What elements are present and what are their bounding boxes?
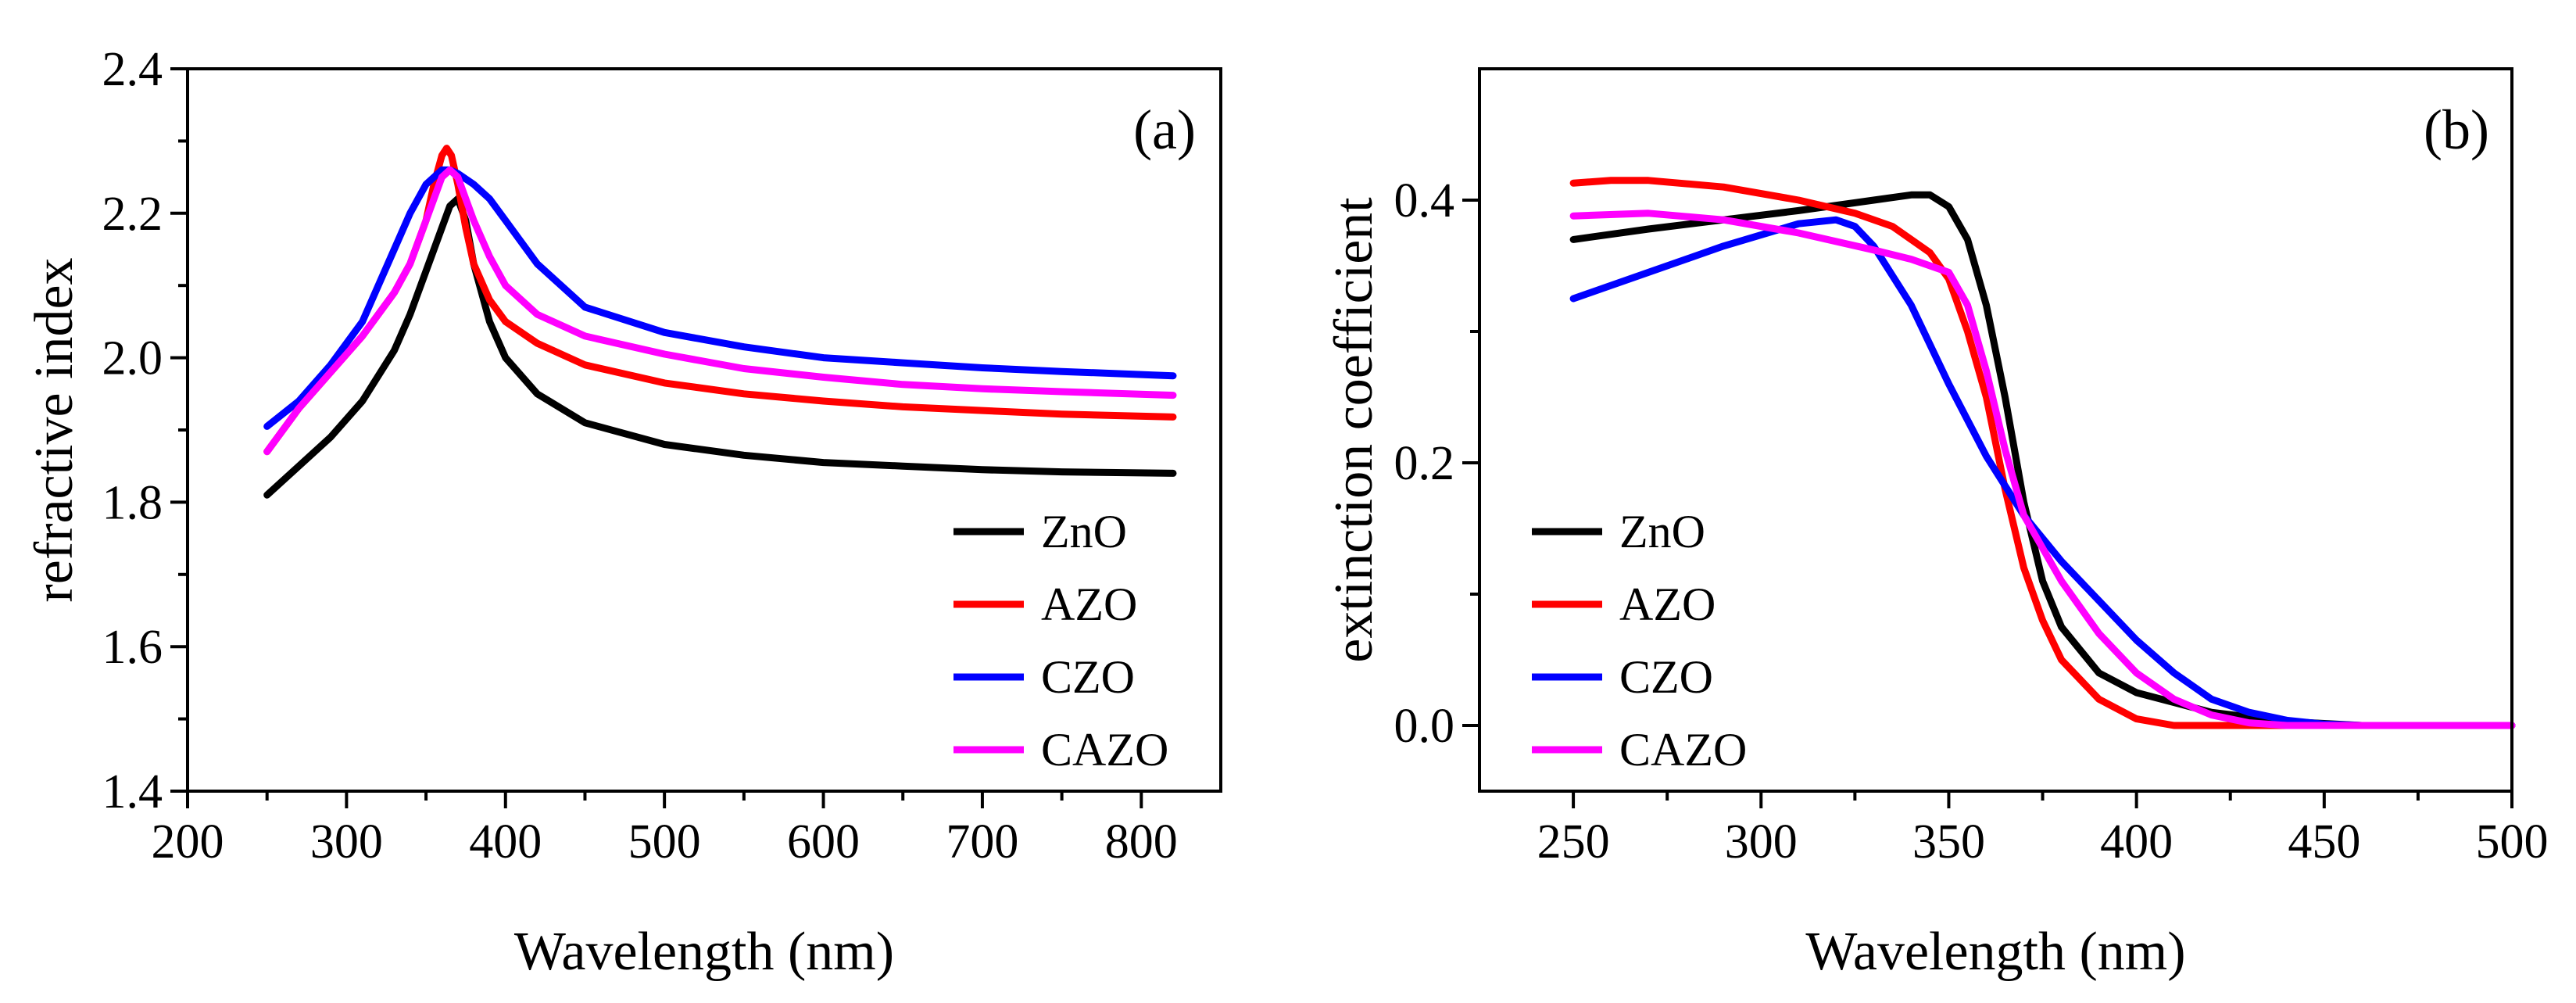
panel-a-legend: ZnO AZO CZO CAZO [953, 506, 1168, 776]
panel-a-x-tick-label: 300 [310, 815, 383, 869]
panel-b-y-tick-label: 0.0 [1394, 700, 1455, 753]
panel-a-y-tick-label: 1.8 [102, 476, 163, 529]
panel-b-x-tick-label: 500 [2476, 815, 2549, 869]
panel-a-x-tick-label: 500 [628, 815, 701, 869]
panel-a-series-azo [263, 145, 1177, 456]
panel-b-series-azo [1569, 177, 2516, 729]
panel-a-y-tick-label: 2.0 [102, 332, 163, 385]
panel-b-legend-label-zno: ZnO [1619, 506, 1705, 557]
panel-a: 200 300 400 500 600 700 8001.41.61.82.02.22.4 … [24, 43, 1222, 982]
panel-a-series [263, 145, 1177, 499]
panel-a-series-cazo [263, 166, 1177, 456]
panel-b-series [1569, 177, 2516, 729]
panel-a-x-axis-title: Wavelength (nm) [514, 922, 894, 982]
panel-a-legend-label-azo: AZO [1041, 579, 1137, 630]
panel-b-legend-label-cazo: CAZO [1619, 724, 1747, 776]
panel-b-label: (b) [2424, 99, 2489, 161]
panel-a-x-tick-label: 400 [469, 815, 542, 869]
panel-a-series-czo [263, 166, 1177, 430]
panel-a-y-tick-label: 2.4 [102, 43, 163, 96]
panel-a-x-tick-label: 200 [152, 815, 224, 869]
panel-b-x-tick-label: 400 [2100, 815, 2173, 869]
panel-b-x-tick-label: 250 [1537, 815, 1610, 869]
panel-a-legend-label-zno: ZnO [1041, 506, 1127, 557]
panel-b-series-czo [1569, 216, 2516, 729]
panel-b-y-tick-label: 0.4 [1394, 174, 1455, 227]
panel-a-legend-label-cazo: CAZO [1041, 724, 1168, 776]
panel-b-series-cazo [1569, 210, 2516, 729]
panel-b-legend: ZnO AZO CZO CAZO [1532, 506, 1747, 776]
panel-a-ticks: 200 300 400 500 600 700 800 1.4 1.6 1.8 2.0 2.2 2.4 [102, 43, 1178, 869]
panel-a-label: (a) [1133, 99, 1196, 161]
panel-b-x-axis-title: Wavelength (nm) [1805, 922, 2185, 982]
panel-b-x-tick-label: 300 [1725, 815, 1798, 869]
panel-b: 250 300 350 400 450 500 0.0 0.2 0.4 (b) Waveleng… [1324, 67, 2549, 982]
panel-a-y-tick-label: 2.2 [102, 188, 163, 241]
panel-b-legend-label-azo: AZO [1619, 579, 1716, 630]
panel-b-y-tick-label: 0.2 [1394, 437, 1455, 490]
panel-b-series-zno [1569, 191, 2516, 729]
panel-b-x-tick-label: 450 [2288, 815, 2360, 869]
panel-a-series-zno [263, 195, 1177, 499]
panel-b-x-tick-label: 350 [1912, 815, 1985, 869]
panel-a-legend-label-czo: CZO [1041, 651, 1135, 703]
panel-a-x-tick-label: 600 [787, 815, 860, 869]
panel-a-x-tick-label: 800 [1105, 815, 1178, 869]
panel-b-plot-frame [1478, 67, 2513, 793]
panel-b-legend-label-czo: CZO [1619, 651, 1713, 703]
panel-a-y-tick-label: 1.6 [102, 621, 163, 674]
panel-a-y-axis-title: refractive index [24, 257, 84, 602]
panel-a-x-tick-label: 700 [946, 815, 1018, 869]
panel-a-y-tick-label: 1.4 [102, 765, 163, 819]
panel-b-y-axis-title: extinction coefficient [1324, 197, 1384, 663]
panel-b-ticks: 250 300 350 400 450 500 0.0 0.2 0.4 [1394, 174, 2549, 869]
